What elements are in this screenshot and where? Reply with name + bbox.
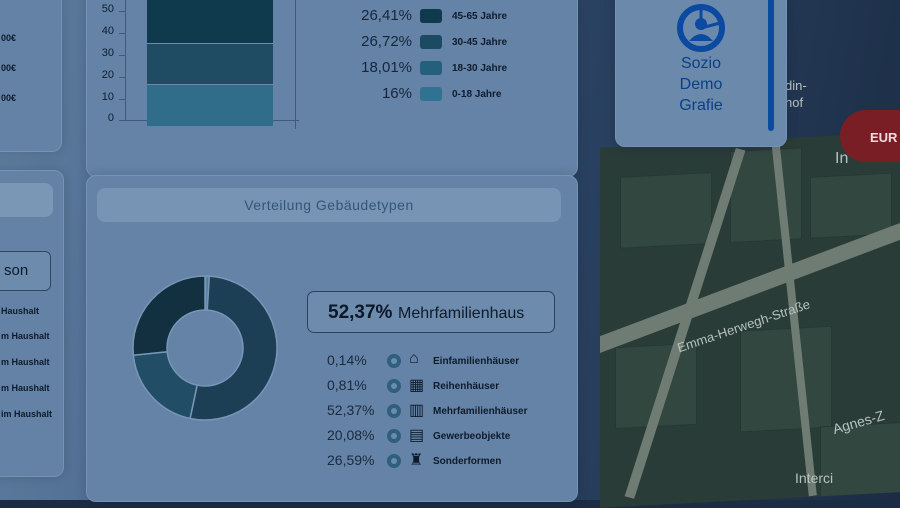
age-label: 0-18 Jahre xyxy=(452,89,502,100)
household-card: son Haushalt m Haushalt m Haushalt m Hau… xyxy=(0,170,64,477)
age-bar-chart: 50 40 30 20 10 0 xyxy=(87,0,317,141)
color-swatch xyxy=(420,9,442,23)
y-tick-label: 50 xyxy=(101,3,114,15)
y-tick-label: 0 xyxy=(107,112,114,124)
stacked-bar[interactable] xyxy=(147,0,273,126)
people-pie-icon xyxy=(677,4,725,52)
eur-badge-label: EUR xyxy=(870,130,898,145)
building-pct: 20,08% xyxy=(327,427,375,443)
age-label: 30-45 Jahre xyxy=(452,37,508,48)
donut-segment[interactable] xyxy=(132,350,199,420)
color-swatch xyxy=(420,61,442,75)
building-pct: 0,81% xyxy=(327,377,367,393)
apartment-icon: ▥ xyxy=(409,402,425,419)
age-pct: 26,72% xyxy=(361,33,412,50)
y-tick-label: 40 xyxy=(101,25,114,37)
donut-segment[interactable] xyxy=(132,275,206,357)
building-pct: 26,59% xyxy=(327,452,375,468)
card-title: Verteilung Gebäudetypen xyxy=(244,197,414,213)
eur-badge[interactable]: EUR xyxy=(840,110,900,162)
highlight-pct: 52,37% xyxy=(328,302,393,323)
radio-dot-icon[interactable] xyxy=(387,354,401,368)
highlight-box[interactable]: 52,37% Mehrfamilienhaus xyxy=(307,291,555,333)
household-item[interactable]: Haushalt xyxy=(1,306,40,316)
map-view[interactable]: Emma-Herwegh-Straße xyxy=(600,132,900,508)
special-building-icon: ♜ xyxy=(409,452,424,469)
radio-dot-icon[interactable] xyxy=(387,454,401,468)
rowhouse-icon: ▦ xyxy=(409,377,425,394)
donut-chart[interactable] xyxy=(125,268,285,428)
color-swatch xyxy=(420,35,442,49)
age-label: 18-30 Jahre xyxy=(452,63,508,74)
card-title-bar: Verteilung Gebäudetypen xyxy=(97,188,561,222)
age-pct: 18,01% xyxy=(361,59,412,76)
household-item[interactable]: im Haushalt xyxy=(1,409,53,419)
household-item[interactable]: m Haushalt xyxy=(1,357,50,367)
bar-segment-18-30[interactable] xyxy=(147,85,273,126)
cost-value: 00€ xyxy=(1,93,17,103)
age-pct: 26,41% xyxy=(361,7,412,24)
nav-label: Grafie xyxy=(679,97,723,114)
building-name: Sonderformen xyxy=(433,456,502,467)
building-name: Mehrfamilienhäuser xyxy=(433,406,528,417)
house-icon: ⌂ xyxy=(409,350,419,367)
map-label: Interci xyxy=(795,470,834,486)
cost-value: 00€ xyxy=(1,63,17,73)
building-pct: 52,37% xyxy=(327,402,375,418)
building-name: Einfamilienhäuser xyxy=(433,356,520,367)
map-label: In xyxy=(835,150,849,167)
radio-dot-icon[interactable] xyxy=(387,404,401,418)
y-tick-label: 20 xyxy=(101,69,114,81)
age-legend-row[interactable]: 26,41% 45-65 Jahre xyxy=(342,7,572,25)
age-pct: 16% xyxy=(381,85,412,102)
bar-segment-45-65[interactable] xyxy=(147,0,273,43)
color-swatch xyxy=(420,87,442,101)
building-types-card: Verteilung Gebäudetypen 52,37% Mehrfamil… xyxy=(86,175,578,502)
highlight-label: Mehrfamilienhaus xyxy=(398,305,525,322)
age-distribution-card: 50 40 30 20 10 0 26,41% xyxy=(86,0,578,177)
household-item[interactable]: m Haushalt xyxy=(1,331,50,341)
y-tick-label: 10 xyxy=(101,91,114,103)
age-legend-row[interactable]: 16% 0-18 Jahre xyxy=(342,85,572,103)
y-tick-label: 30 xyxy=(101,47,114,59)
sozio-demografie-item[interactable]: Sozio Demo Grafie xyxy=(671,3,731,133)
person-select-value: son xyxy=(4,262,29,279)
map-label: din- xyxy=(785,78,807,93)
building-name: Gewerbeobjekte xyxy=(433,431,511,442)
age-legend: 26,41% 45-65 Jahre 26,72% 30-45 Jahre 18… xyxy=(342,1,572,131)
building-name: Reihenhäuser xyxy=(433,381,500,392)
household-header xyxy=(0,183,53,217)
donut-segment[interactable] xyxy=(189,275,278,421)
building-pct: 0,14% xyxy=(327,352,367,368)
bar-segment-30-45[interactable] xyxy=(147,44,273,84)
age-label: 45-65 Jahre xyxy=(452,11,508,22)
nav-panel: Sozio Demo Grafie xyxy=(615,0,787,147)
nav-label: Demo xyxy=(679,76,723,93)
person-select[interactable]: son xyxy=(0,251,51,291)
radio-dot-icon[interactable] xyxy=(387,429,401,443)
map-label: hof xyxy=(785,95,804,110)
nav-label: Sozio xyxy=(680,55,722,72)
age-legend-row[interactable]: 18,01% 18-30 Jahre xyxy=(342,59,572,77)
building-legend: 0,14% ⌂ Einfamilienhäuser 0,81% ▦ Reihen… xyxy=(307,348,567,488)
age-legend-row[interactable]: 26,72% 30-45 Jahre xyxy=(342,33,572,51)
cost-card: 00€ 00€ 00€ xyxy=(0,0,62,152)
shop-icon: ▤ xyxy=(409,427,425,444)
radio-dot-icon[interactable] xyxy=(387,379,401,393)
household-item[interactable]: m Haushalt xyxy=(1,383,50,393)
cost-value: 00€ xyxy=(1,33,17,43)
scrollbar[interactable] xyxy=(768,0,774,131)
